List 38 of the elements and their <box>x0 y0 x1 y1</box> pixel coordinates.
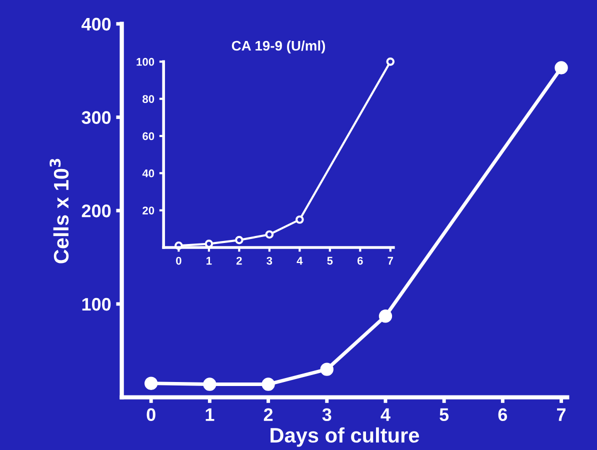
point <box>296 215 304 224</box>
x-tick-label: 0 <box>146 408 156 422</box>
x-axis-title: Days of culture <box>270 427 420 447</box>
x-tick-label: 5 <box>440 408 449 422</box>
y-tick-label: 100 <box>82 298 111 311</box>
x-tick-label: 1 <box>206 256 212 265</box>
point <box>144 376 158 390</box>
x-tick-label: 5 <box>327 256 333 265</box>
y-tick-label: 100 <box>136 58 154 66</box>
x-tick-label: 1 <box>206 408 214 421</box>
x-tick-label: 7 <box>388 256 393 265</box>
point <box>554 61 568 74</box>
point <box>378 310 392 323</box>
point <box>235 236 244 244</box>
x-tick-label: 6 <box>498 408 508 422</box>
x-tick-label: 4 <box>380 408 390 421</box>
x-tick-label: 6 <box>357 256 363 265</box>
y-tick-label: 20 <box>142 206 154 214</box>
point <box>320 362 334 376</box>
x-tick-label: 2 <box>236 256 242 265</box>
x-tick-label: 4 <box>296 256 303 265</box>
point <box>262 378 275 391</box>
y-tick-label: 400 <box>82 18 111 31</box>
point <box>265 230 274 239</box>
x-tick-label: 3 <box>322 408 332 422</box>
y-axis-title: Cells x 10$^{3}$ <box>50 158 69 264</box>
x-tick-label: 7 <box>557 408 566 421</box>
y-tick-label: 40 <box>142 169 154 178</box>
x-tick-label: 3 <box>266 256 272 265</box>
y-tick-label: 200 <box>82 204 111 218</box>
y-tick-label: 80 <box>142 95 154 103</box>
chart-title: CA 19-9 (U/ml) <box>232 40 326 54</box>
x-tick-label: 0 <box>176 256 182 265</box>
point <box>203 378 216 391</box>
point <box>386 57 395 66</box>
x-tick-label: 2 <box>264 408 273 421</box>
y-tick-label: 60 <box>142 132 154 140</box>
y-tick-label: 300 <box>82 111 111 124</box>
